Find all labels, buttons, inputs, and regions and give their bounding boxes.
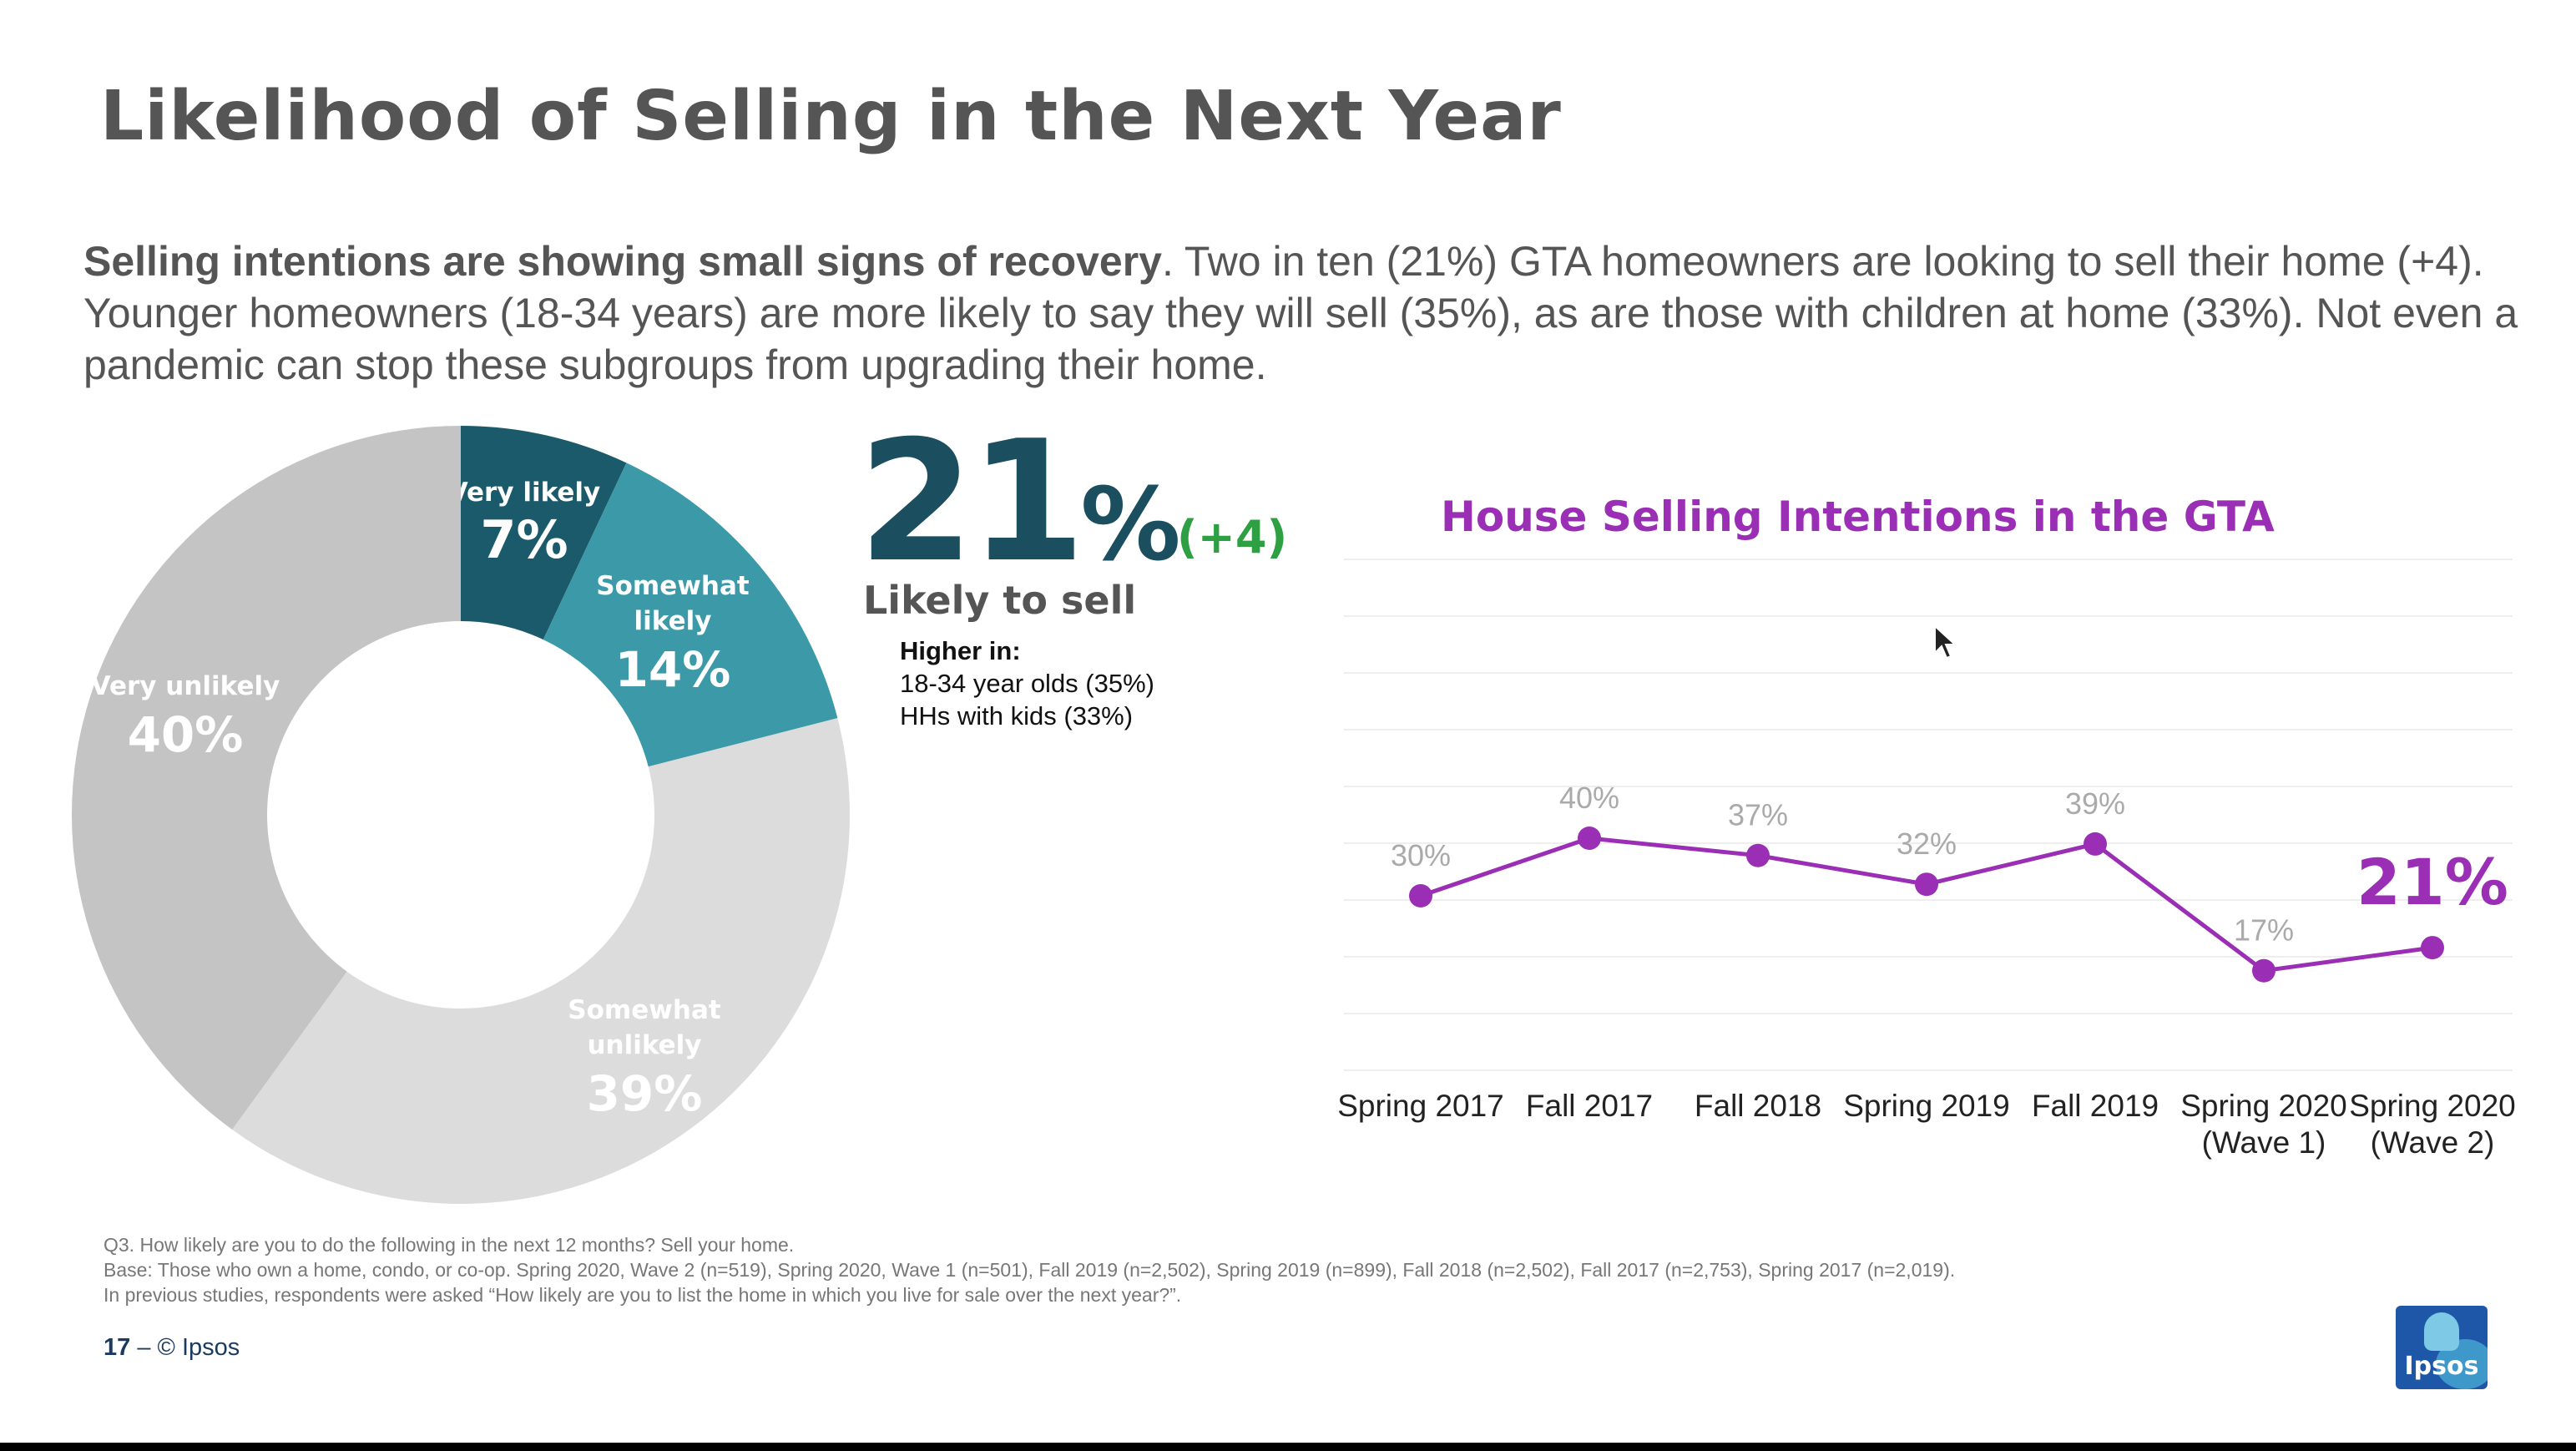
x-tick-label: (Wave 2) <box>2371 1125 2495 1160</box>
donut-slice-label: Somewhat <box>568 995 721 1025</box>
data-point <box>1578 827 1601 850</box>
lead-bold: Selling intentions are showing small sig… <box>83 238 1162 285</box>
data-point <box>1915 872 1938 897</box>
lead-rest: . Two in ten (21%) GTA homeowners are lo… <box>83 238 2518 388</box>
x-tick-label: Spring 2020 <box>2349 1089 2516 1123</box>
donut-slice <box>543 463 838 767</box>
data-point <box>1409 884 1432 908</box>
footnote-note: In previous studies, respondents were as… <box>104 1284 1182 1306</box>
x-tick-label: Spring 2019 <box>1843 1089 2010 1123</box>
page-separator: – <box>130 1334 158 1361</box>
donut-slice <box>72 426 461 1130</box>
data-label: 30% <box>1391 838 1451 872</box>
data-label: 17% <box>2234 913 2294 948</box>
headline-label: Likely to sell <box>863 578 1137 623</box>
footnote-base: Base: Those who own a home, condo, or co… <box>104 1259 1956 1281</box>
data-point <box>2421 936 2444 960</box>
x-tick-label: (Wave 1) <box>2202 1125 2326 1160</box>
page-number: 17 <box>104 1334 131 1361</box>
page-footer: 17 – © Ipsos <box>104 1334 240 1362</box>
data-label: 21% <box>2356 845 2508 919</box>
donut-slice-value: 40% <box>128 706 244 763</box>
lead-paragraph: Selling intentions are showing small sig… <box>83 235 2521 391</box>
data-point <box>2252 958 2275 983</box>
donut-slice-value: 7% <box>480 509 568 570</box>
headline-symbol: % <box>1080 468 1181 584</box>
data-label: 39% <box>2065 786 2125 821</box>
higher-in-item: 18-34 year olds (35%) <box>900 669 1154 698</box>
donut-slice <box>232 718 851 1204</box>
copyright: © Ipsos <box>157 1334 240 1361</box>
x-tick-label: Spring 2020 <box>2180 1089 2347 1123</box>
line-chart-title: House Selling Intentions in the GTA <box>1441 493 2275 541</box>
donut-slice-label: likely <box>634 606 712 636</box>
footnote-question: Q3. How likely are you to do the followi… <box>104 1234 795 1256</box>
donut-slice-value: 14% <box>615 641 731 698</box>
ipsos-logo: Ipsos <box>2396 1306 2488 1389</box>
headline-percent: 21% <box>858 419 1181 586</box>
x-tick-label: Spring 2017 <box>1337 1089 1504 1123</box>
data-label: 32% <box>1897 827 1957 861</box>
logo-text: Ipsos <box>2404 1352 2479 1381</box>
page-title: Likelihood of Selling in the Next Year <box>100 77 1562 156</box>
donut-slice-label: Somewhat <box>596 571 750 601</box>
x-tick-label: Fall 2017 <box>1526 1089 1653 1123</box>
footnote: Q3. How likely are you to do the followi… <box>104 1232 1955 1307</box>
mouse-cursor-icon <box>1934 624 1957 660</box>
x-tick-label: Fall 2018 <box>1695 1089 1821 1123</box>
x-tick-label: Fall 2019 <box>2032 1089 2159 1123</box>
line-chart: 30% Spring 2017 40% Fall 2017 37% Fall 2018 32… <box>1337 559 2516 1160</box>
donut-slice <box>461 426 627 640</box>
donut-slice-label: Very unlikely <box>91 671 280 701</box>
data-point <box>1746 843 1770 867</box>
data-point <box>2084 832 2107 856</box>
donut-slice-label: Very likely <box>448 478 601 508</box>
donut-slice-label: unlikely <box>587 1030 701 1060</box>
data-label: 37% <box>1728 798 1788 832</box>
donut-slice-value: 39% <box>587 1065 703 1122</box>
headline-number: 21 <box>858 405 1085 599</box>
higher-in-title: Higher in: <box>900 636 1021 665</box>
data-label: 40% <box>1559 781 1619 815</box>
logo-head-icon <box>2424 1312 2459 1351</box>
headline-change: (+4) <box>1177 511 1288 564</box>
higher-in-box: Higher in: 18-34 year olds (35%) HHs wit… <box>900 634 1154 732</box>
higher-in-item: HHs with kids (33%) <box>900 701 1134 731</box>
